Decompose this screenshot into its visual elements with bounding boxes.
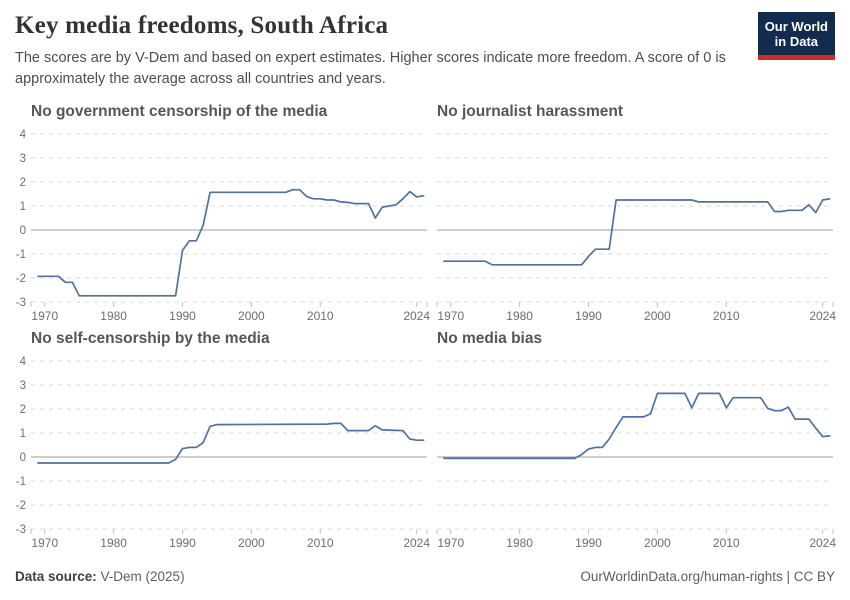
- y-tick-label: 4: [20, 129, 27, 141]
- trend-line: [37, 422, 425, 465]
- y-tick-label: 4: [20, 356, 27, 368]
- y-tick-label: 2: [20, 404, 26, 416]
- x-tick-label: 1990: [169, 309, 196, 323]
- x-tick-label: 1980: [506, 309, 533, 323]
- charts-grid: No government censorship of the media 4 3…: [15, 103, 837, 551]
- x-tick-label: 2010: [307, 536, 334, 550]
- x-tick-label: 1990: [575, 536, 602, 550]
- chart-panel-self-censorship: No self-censorship by the media 4 3 2 1 0 -1 -…: [15, 330, 431, 551]
- trend-line: [443, 392, 831, 460]
- x-tick-label: 1970: [437, 536, 464, 550]
- chart-canvas: 4 3 2 1 0 -1 -2 -3 1970 1980 1990 2000 2010 2024: [16, 129, 431, 323]
- trend-line: [37, 189, 425, 297]
- chart-title: No government censorship of the media: [31, 103, 328, 121]
- y-tick-label: -2: [16, 273, 26, 285]
- x-tick-label: 2010: [713, 536, 740, 550]
- y-tick-label: -1: [16, 476, 26, 488]
- x-tick-label: 1980: [100, 536, 127, 550]
- x-tick-label: 1970: [437, 309, 464, 323]
- y-tick-label: -3: [16, 524, 26, 536]
- chart-canvas: 4 3 2 1 0 -1 -2 -3 1970 1980 1990 2000 2010 2024: [16, 356, 431, 550]
- data-source-value: V-Dem (2025): [96, 569, 185, 585]
- page-subtitle: The scores are by V-Dem and based on exp…: [15, 50, 726, 87]
- x-tick-label: 2010: [307, 309, 334, 323]
- x-tick-label: 2000: [238, 309, 265, 323]
- chart-title: No self-censorship by the media: [31, 330, 270, 348]
- y-tick-label: 3: [20, 380, 26, 392]
- chart-panel-journalist-harassment: No journalist harassment 1970 1980 1990 200…: [429, 103, 836, 324]
- chart-canvas: 1970 1980 1990 2000 2010 2024: [436, 360, 836, 550]
- footer: Data source: V-Dem (2025) OurWorldinData…: [15, 569, 835, 584]
- header-text: Key media freedoms, South Africa The sco…: [15, 12, 730, 89]
- x-tick-label: 2010: [713, 309, 740, 323]
- y-tick-label: -2: [16, 500, 26, 512]
- data-source: Data source: V-Dem (2025): [15, 569, 185, 584]
- y-tick-label: -3: [16, 297, 26, 309]
- y-tick-label: 2: [20, 177, 26, 189]
- x-tick-label: 2024: [809, 309, 836, 323]
- y-tick-label: 0: [20, 225, 26, 237]
- trend-line: [443, 198, 831, 266]
- x-tick-label: 1970: [31, 536, 58, 550]
- owid-logo[interactable]: Our World in Data: [757, 12, 835, 60]
- logo-line2: in Data: [774, 34, 819, 50]
- header: Key media freedoms, South Africa The sco…: [15, 12, 835, 89]
- x-tick-label: 2000: [644, 536, 671, 550]
- y-tick-label: 3: [20, 153, 26, 165]
- y-tick-label: 0: [20, 452, 26, 464]
- y-tick-label: 1: [20, 201, 26, 213]
- y-tick-label: -1: [16, 249, 26, 261]
- chart-panel-media-bias: No media bias 1970 1980 1990 2000 2010 2024: [429, 330, 836, 551]
- logo-line1: Our World: [764, 19, 828, 34]
- x-tick-label: 2024: [403, 309, 430, 323]
- y-tick-label: 1: [20, 428, 26, 440]
- page-title: Key media freedoms, South Africa: [15, 12, 389, 39]
- chart-title: No journalist harassment: [437, 103, 624, 121]
- credit-link[interactable]: OurWorldinData.org/human-rights | CC BY: [580, 569, 835, 585]
- x-tick-label: 2000: [644, 309, 671, 323]
- chart-canvas: 1970 1980 1990 2000 2010 2024: [436, 133, 836, 323]
- x-tick-label: 2024: [809, 536, 836, 550]
- x-tick-label: 1980: [100, 309, 127, 323]
- x-tick-label: 1990: [575, 309, 602, 323]
- x-tick-label: 1970: [31, 309, 58, 323]
- chart-panel-government-censorship: No government censorship of the media 4 3…: [15, 103, 431, 324]
- chart-title: No media bias: [437, 330, 543, 348]
- x-tick-label: 1990: [169, 536, 196, 550]
- x-tick-label: 2000: [238, 536, 265, 550]
- x-tick-label: 1980: [506, 536, 533, 550]
- data-source-label: Data source:: [15, 569, 97, 585]
- x-tick-label: 2024: [403, 536, 430, 550]
